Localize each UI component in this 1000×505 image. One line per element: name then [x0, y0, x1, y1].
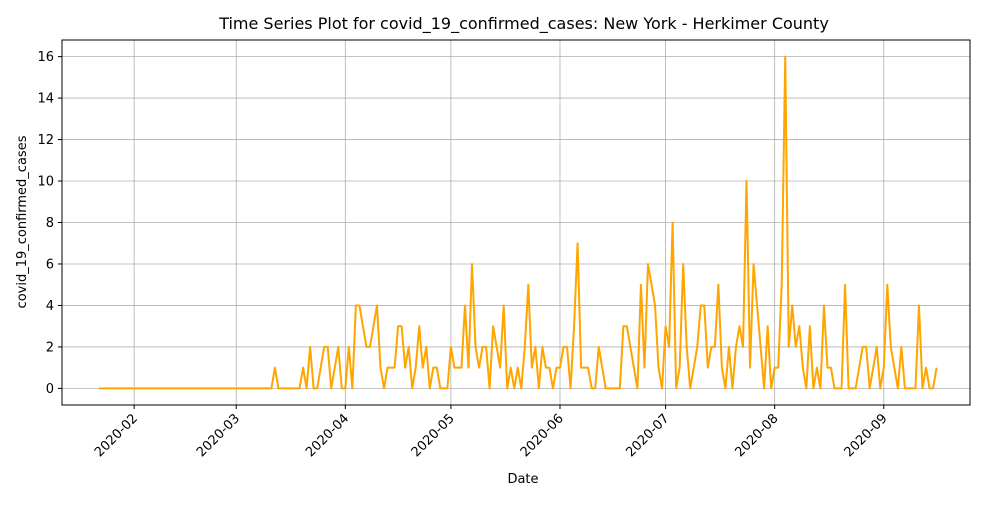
y-tick-label: 16 — [37, 50, 54, 65]
x-tick-label: 2020-05 — [409, 411, 458, 460]
grid-lines — [62, 40, 970, 405]
y-tick-label: 4 — [46, 299, 54, 314]
x-axis: 2020-02 2020-03 2020-04 2020-05 2020-06 2020-… — [92, 405, 891, 460]
x-tick-label: 2020-09 — [842, 411, 891, 460]
y-tick-label: 14 — [37, 92, 54, 107]
y-tick-label: 2 — [46, 340, 54, 355]
y-tick-label: 6 — [46, 257, 54, 272]
x-tick-label: 2020-02 — [92, 411, 141, 460]
y-axis: 0 2 4 6 8 10 12 14 16 — [37, 50, 62, 397]
chart-title: Time Series Plot for covid_19_confirmed_… — [218, 14, 829, 34]
x-tick-label: 2020-03 — [194, 411, 243, 460]
x-tick-label: 2020-07 — [623, 411, 672, 460]
x-axis-label: Date — [507, 472, 538, 487]
y-tick-label: 0 — [46, 382, 54, 397]
y-axis-label: covid_19_confirmed_cases — [15, 135, 30, 308]
x-tick-label: 2020-06 — [518, 411, 567, 460]
y-tick-label: 8 — [46, 216, 54, 231]
x-tick-label: 2020-04 — [303, 411, 352, 460]
series-line-confirmed-cases — [98, 55, 938, 390]
y-tick-label: 10 — [37, 175, 54, 190]
y-tick-label: 12 — [37, 133, 54, 148]
x-tick-label: 2020-08 — [732, 411, 781, 460]
